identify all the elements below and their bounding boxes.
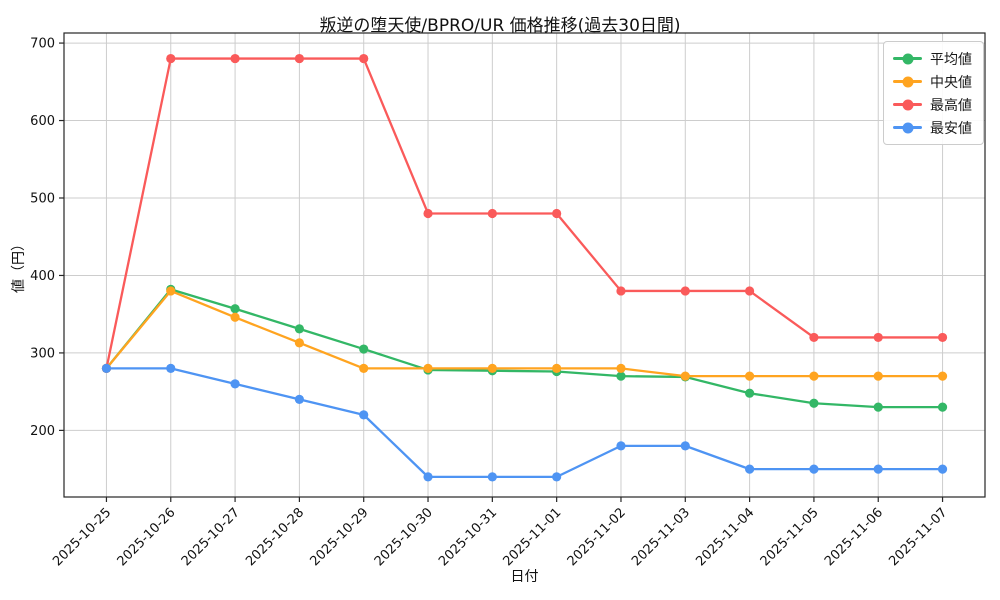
y-axis-label: 値（円） [11,237,27,293]
marker-median [937,371,948,381]
x-tick-label: 2025-11-04 [693,505,757,569]
marker-max [680,286,690,296]
chart-title: 叛逆の堕天使/BPRO/UR 価格推移(過去30日間) [319,16,681,36]
y-tick-label: 200 [30,424,55,439]
y-tick-label: 600 [30,114,55,129]
x-tick-label: 2025-10-28 [243,505,307,569]
marker-median [359,363,369,374]
marker-max [552,208,562,219]
x-tick-label: 2025-11-05 [758,505,822,569]
x-tick-label: 2025-11-07 [886,505,950,569]
marker-max [423,208,433,219]
marker-max [809,332,819,343]
marker-max [616,286,626,296]
marker-average [937,402,948,412]
y-tick-label: 400 [30,269,55,284]
marker-min [487,472,497,482]
marker-min [423,472,433,482]
marker-median [616,363,626,374]
x-tick-label: 2025-10-27 [179,505,243,569]
marker-min [745,464,755,474]
legend-item-average: 平均値 [893,47,975,70]
x-tick-label: 2025-11-02 [565,505,629,569]
x-axis-label: 日付 [510,569,539,585]
legend: 平均値中央値最高値最安値 [883,41,984,145]
marker-median [487,363,497,374]
marker-min [680,441,690,451]
marker-average [616,371,626,381]
marker-average [294,324,304,334]
marker-median [809,371,819,381]
legend-marker-median [893,76,922,87]
marker-max [745,286,755,296]
x-tick-label: 2025-10-30 [372,505,436,569]
legend-dot-max [902,99,913,110]
marker-median [873,371,883,381]
marker-max [166,53,176,64]
marker-median [745,371,755,381]
legend-dot-median [902,76,913,87]
marker-median [423,363,433,374]
marker-min [166,363,176,374]
marker-max [230,53,240,64]
x-tick-label: 2025-10-29 [308,505,372,569]
marker-min [359,410,369,420]
marker-min [230,379,240,389]
marker-max [487,208,497,219]
marker-min [809,464,819,474]
legend-label-average: 平均値 [930,51,972,68]
x-tick-label: 2025-10-31 [436,505,500,569]
y-tick-label: 300 [30,346,55,361]
marker-median [230,312,240,322]
marker-median [552,363,562,374]
legend-label-min: 最安値 [930,120,972,137]
legend-item-min: 最安値 [893,116,975,139]
series-line-average [105,288,944,409]
marker-median [166,286,176,296]
legend-label-median: 中央値 [930,74,972,91]
legend-marker-max [893,99,922,110]
series-line-min [105,367,944,479]
marker-min [937,464,948,474]
marker-min [294,394,304,404]
x-tick-label: 2025-11-03 [629,505,693,569]
marker-min [552,472,562,482]
legend-dot-average [902,53,913,64]
y-tick-label: 700 [30,37,55,52]
marker-average [809,398,819,408]
marker-max [873,332,883,343]
marker-median [680,371,690,381]
legend-item-max: 最高値 [893,93,975,116]
x-tick-label: 2025-10-26 [115,505,179,569]
legend-marker-min [893,122,922,133]
x-tick-label: 2025-10-25 [50,505,114,569]
x-tick-label: 2025-11-01 [500,505,564,569]
marker-average [745,388,755,398]
marker-max [294,53,304,64]
plot-border [63,32,986,498]
legend-dot-min [902,122,913,133]
legend-marker-average [893,53,922,64]
series-line-max [105,57,944,370]
marker-average [873,402,883,412]
y-tick-label: 500 [30,191,55,206]
marker-min [101,363,112,374]
marker-max [359,53,369,64]
legend-label-max: 最高値 [930,97,972,114]
marker-min [873,464,883,474]
marker-median [294,338,304,348]
marker-average [230,304,240,314]
marker-max [937,332,948,343]
marker-min [616,441,626,451]
x-tick-label: 2025-11-06 [822,505,886,569]
series-line-median [105,289,944,378]
legend-item-median: 中央値 [893,70,975,93]
marker-average [359,344,369,354]
